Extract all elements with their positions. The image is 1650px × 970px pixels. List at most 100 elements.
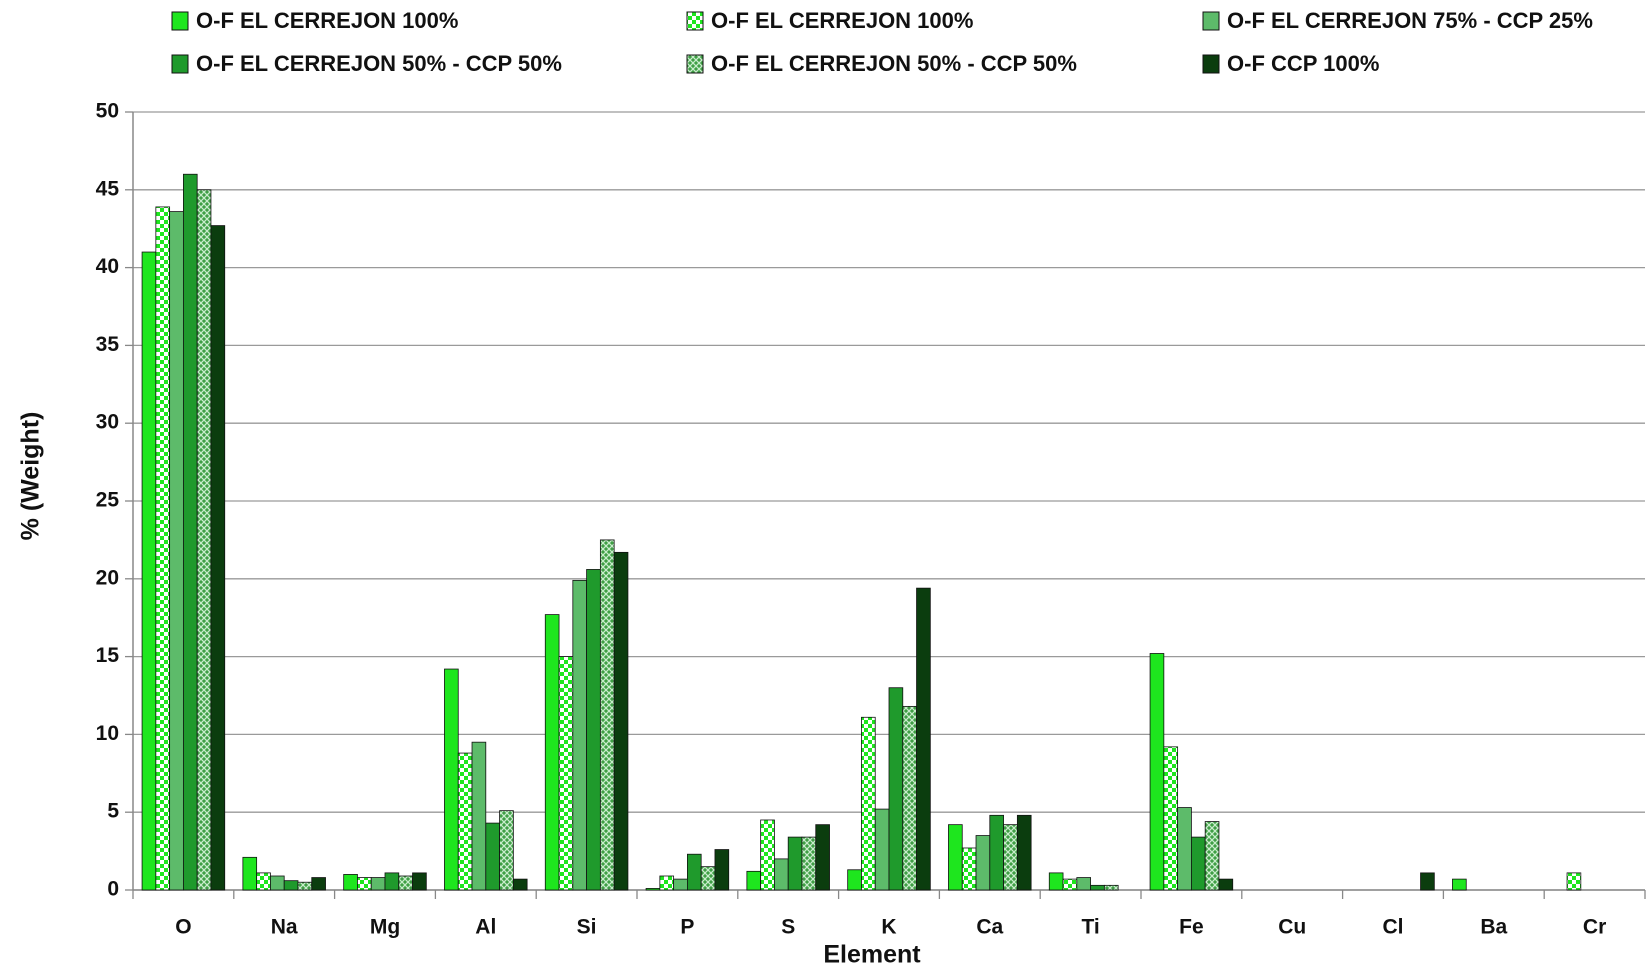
bar	[196, 189, 212, 891]
bar	[444, 668, 459, 891]
bar	[210, 225, 226, 891]
bar	[613, 551, 629, 891]
bar	[760, 819, 775, 891]
bar	[357, 877, 372, 891]
y-tick-label: 0	[107, 878, 119, 901]
bar	[861, 716, 876, 891]
bar	[398, 875, 413, 891]
x-tick-label: Ba	[1480, 916, 1507, 939]
x-tick-label: Na	[271, 916, 298, 939]
bar	[412, 872, 427, 891]
bar	[155, 206, 171, 891]
bar	[343, 874, 358, 891]
legend-label: O-F EL CERREJON 75% - CCP 25%	[1227, 8, 1593, 33]
bar	[311, 877, 326, 891]
bar	[673, 878, 688, 891]
y-tick-label: 25	[96, 489, 120, 512]
bar	[874, 808, 890, 891]
x-tick-label: Cl	[1383, 916, 1404, 939]
bar	[499, 810, 514, 891]
bar	[1149, 653, 1165, 891]
bar	[645, 888, 661, 891]
bar	[659, 875, 675, 891]
y-tick-label: 10	[96, 722, 119, 745]
bar	[1566, 872, 1582, 891]
bar	[787, 836, 803, 891]
bar	[572, 579, 587, 891]
bar	[714, 849, 730, 891]
bar	[599, 539, 615, 891]
bar	[989, 814, 1004, 891]
legend-label: O-F EL CERREJON 50% - CCP 50%	[196, 51, 562, 76]
bar	[169, 211, 184, 891]
bar	[975, 835, 991, 891]
bar	[815, 824, 830, 891]
x-tick-label: Cr	[1583, 916, 1606, 939]
y-tick-label: 50	[96, 100, 119, 123]
bar	[948, 824, 963, 891]
bar	[141, 251, 157, 891]
legend-label: O-F EL CERREJON 100%	[711, 8, 973, 33]
legend-swatch	[1202, 11, 1220, 31]
bar	[270, 875, 285, 891]
bar	[801, 836, 817, 891]
bar	[370, 877, 386, 891]
bar	[485, 822, 500, 891]
bar	[1452, 878, 1467, 891]
bar	[961, 847, 977, 891]
bar	[888, 687, 904, 891]
y-tick-label: 30	[96, 411, 119, 434]
y-tick-label: 20	[96, 566, 119, 589]
bar	[182, 173, 198, 891]
bar	[746, 870, 762, 891]
y-axis-title: % (Weight)	[17, 412, 45, 541]
bar	[384, 872, 400, 891]
bar	[242, 856, 258, 891]
x-tick-label: S	[781, 916, 795, 939]
legend-label: O-F EL CERREJON 100%	[196, 8, 458, 33]
bar	[1191, 836, 1206, 891]
y-tick-label: 15	[96, 644, 120, 667]
bar	[283, 880, 299, 891]
legend-swatch	[686, 54, 704, 74]
legend-swatch	[1202, 54, 1220, 74]
bar	[558, 656, 574, 891]
y-tick-label: 40	[96, 255, 119, 278]
legend-label: O-F CCP 100%	[1227, 51, 1379, 76]
bar	[457, 752, 473, 891]
x-tick-label: Ti	[1081, 916, 1099, 939]
y-tick-label: 35	[96, 333, 120, 356]
bar	[586, 569, 601, 891]
x-tick-label: Ca	[976, 916, 1003, 939]
bar	[1003, 824, 1018, 891]
x-tick-label: K	[881, 916, 896, 939]
bar	[1090, 884, 1105, 891]
bar	[471, 741, 487, 891]
bar	[1163, 746, 1179, 891]
legend-swatch	[686, 11, 704, 31]
bar	[1177, 807, 1192, 891]
bar	[1062, 878, 1078, 891]
bar	[1218, 878, 1234, 891]
bar	[512, 878, 528, 891]
y-tick-label: 45	[96, 177, 120, 200]
bar	[916, 587, 931, 891]
x-tick-label: Fe	[1179, 916, 1204, 939]
bar	[1076, 877, 1091, 891]
bar	[1048, 872, 1064, 891]
x-axis-title: Element	[823, 941, 921, 969]
x-tick-label: Cu	[1278, 916, 1306, 939]
x-tick-label: Si	[577, 916, 597, 939]
bar	[774, 858, 789, 891]
bar	[1103, 884, 1119, 891]
legend-label: O-F EL CERREJON 50% - CCP 50%	[711, 51, 1077, 76]
x-tick-label: Al	[475, 916, 496, 939]
bar	[700, 866, 716, 891]
y-tick-label: 5	[107, 800, 119, 823]
bar	[687, 853, 702, 891]
x-tick-label: O	[175, 916, 191, 939]
bar	[256, 872, 271, 891]
legend-swatch	[171, 11, 189, 31]
bar	[1204, 821, 1220, 891]
